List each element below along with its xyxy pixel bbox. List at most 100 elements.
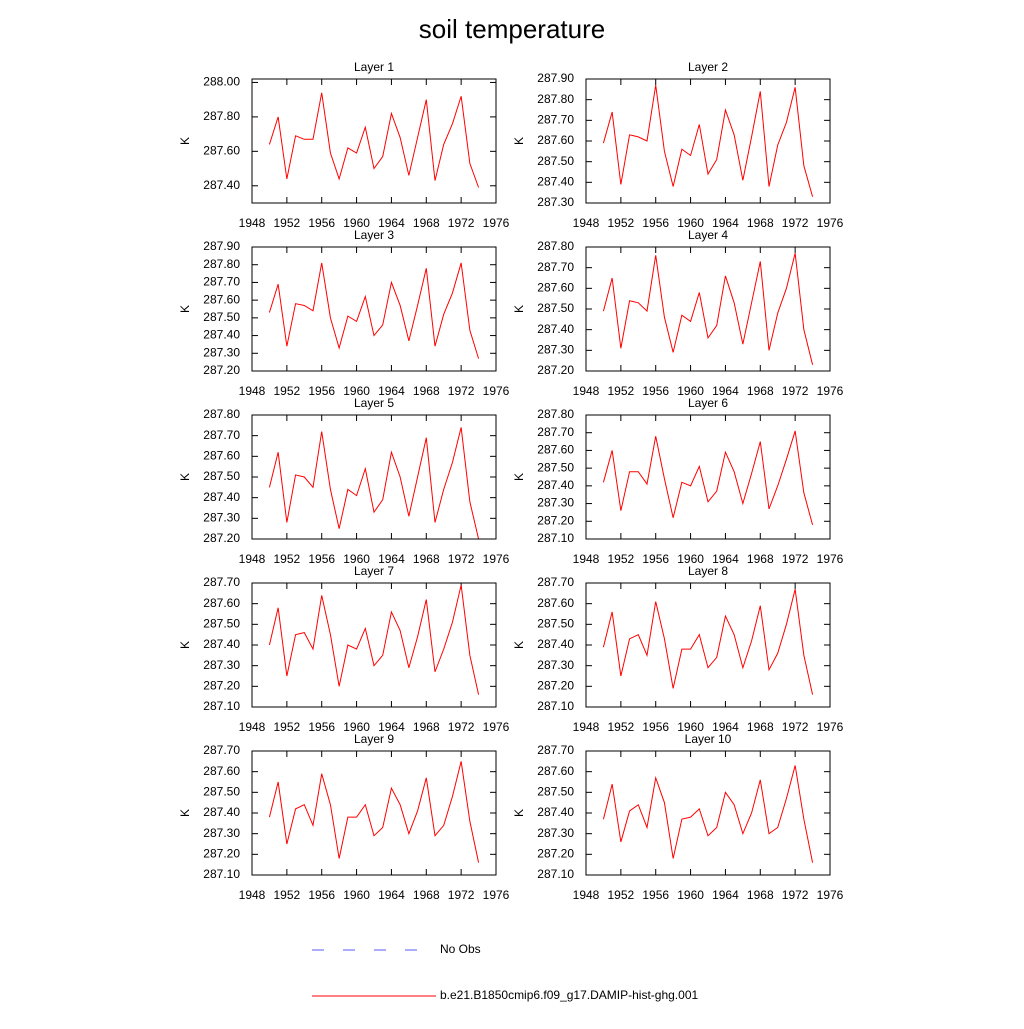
x-tick-label: 1948 (239, 384, 266, 398)
panel-title: Layer 3 (354, 228, 394, 242)
y-tick-label: 287.20 (203, 363, 240, 377)
data-line (268, 584, 480, 695)
y-tick-label: 287.30 (537, 496, 574, 510)
panel: Layer 9 K 287.10 287.20 287.30 287.40 287.50 28… (178, 732, 509, 902)
y-tick-label: 287.50 (537, 460, 574, 474)
y-tick-label: 287.60 (537, 133, 574, 147)
y-tick-label: 287.80 (537, 92, 574, 106)
plot-frame (251, 582, 497, 708)
y-tick-label: 287.60 (203, 596, 240, 610)
panel: Layer 7 K 287.10 287.20 287.30 287.40 287.50 28… (178, 564, 509, 734)
panel: Layer 5 K 287.20 287.30 287.40 287.50 287.60 28… (178, 396, 509, 566)
panel-title: Layer 6 (688, 396, 728, 410)
y-axis-label: K (512, 809, 526, 817)
x-tick-label: 1968 (747, 384, 774, 398)
x-tick-label: 1960 (343, 888, 370, 902)
data-line (268, 92, 480, 188)
x-tick-label: 1972 (782, 384, 809, 398)
y-tick-label: 287.10 (203, 867, 240, 881)
x-tick-label: 1960 (343, 720, 370, 734)
panel: Layer 1 K 287.40 287.60 287.80 288.00 1948 1952… (178, 60, 509, 230)
x-tick-label: 1960 (343, 384, 370, 398)
y-tick-label: 287.20 (537, 363, 574, 377)
x-tick-label: 1948 (239, 720, 266, 734)
x-tick-label: 1948 (573, 552, 600, 566)
y-tick-label: 287.20 (203, 847, 240, 861)
y-tick-label: 287.40 (537, 478, 574, 492)
y-tick-label: 287.70 (537, 425, 574, 439)
y-tick-label: 287.20 (537, 847, 574, 861)
x-tick-label: 1960 (343, 216, 370, 230)
x-tick-label: 1968 (413, 552, 440, 566)
y-axis-label: K (178, 473, 192, 481)
legend-label: b.e21.B1850cmip6.f09_g17.DAMIP-hist-ghg.… (440, 988, 698, 1002)
x-tick-label: 1952 (608, 888, 635, 902)
y-tick-label: 287.10 (537, 867, 574, 881)
x-tick-label: 1952 (608, 552, 635, 566)
x-tick-label: 1952 (608, 384, 635, 398)
y-axis-label: K (178, 809, 192, 817)
figure-title: soil temperature (419, 14, 605, 44)
y-tick-label: 287.50 (203, 617, 240, 631)
y-tick-label: 287.40 (203, 490, 240, 504)
x-tick-label: 1968 (413, 216, 440, 230)
y-tick-label: 287.70 (203, 575, 240, 589)
panel: Layer 2 K 287.30 287.40 287.50 287.60 287.70 28… (512, 60, 843, 230)
y-tick-label: 287.90 (537, 71, 574, 85)
plot-frame (251, 750, 497, 876)
x-tick-label: 1956 (642, 216, 669, 230)
plot-frame (585, 414, 831, 540)
x-tick-label: 1960 (677, 216, 704, 230)
data-line (268, 761, 480, 863)
y-tick-label: 287.70 (537, 113, 574, 127)
panel-title: Layer 7 (354, 564, 394, 578)
plot-frame (251, 246, 497, 372)
y-tick-label: 287.50 (203, 785, 240, 799)
x-tick-label: 1956 (308, 216, 335, 230)
x-tick-label: 1960 (677, 720, 704, 734)
x-tick-label: 1976 (817, 888, 844, 902)
x-tick-label: 1968 (747, 888, 774, 902)
data-line (268, 262, 480, 359)
y-tick-label: 287.90 (203, 239, 240, 253)
x-tick-label: 1964 (712, 216, 739, 230)
y-tick-label: 287.30 (203, 345, 240, 359)
x-tick-label: 1948 (573, 216, 600, 230)
panel: Layer 3 K 287.20 287.30 287.40 287.50 287.60 28… (178, 228, 509, 398)
x-tick-label: 1964 (712, 720, 739, 734)
x-tick-label: 1956 (642, 720, 669, 734)
x-tick-label: 1972 (448, 384, 475, 398)
y-tick-label: 287.80 (537, 239, 574, 253)
legend-label: No Obs (440, 942, 481, 956)
x-tick-label: 1948 (239, 552, 266, 566)
panel: Layer 6 K 287.10 287.20 287.30 287.40 287.50 28… (512, 396, 843, 566)
y-axis-label: K (512, 305, 526, 313)
x-tick-label: 1976 (817, 552, 844, 566)
y-tick-label: 287.70 (537, 260, 574, 274)
y-tick-label: 287.40 (203, 178, 240, 192)
y-tick-label: 287.40 (203, 328, 240, 342)
panel-title: Layer 8 (688, 564, 728, 578)
x-tick-label: 1948 (573, 384, 600, 398)
y-tick-label: 287.80 (203, 109, 240, 123)
x-tick-label: 1952 (274, 384, 301, 398)
x-tick-label: 1972 (448, 216, 475, 230)
panel-title: Layer 4 (688, 228, 728, 242)
y-tick-label: 287.20 (537, 513, 574, 527)
y-tick-label: 287.60 (203, 144, 240, 158)
x-tick-label: 1960 (677, 888, 704, 902)
plot-frame (585, 78, 831, 204)
y-tick-label: 287.60 (203, 292, 240, 306)
panel: Layer 10 K 287.10 287.20 287.30 287.40 287.50 2… (512, 732, 843, 902)
x-tick-label: 1976 (817, 216, 844, 230)
panel-title: Layer 2 (688, 60, 728, 74)
x-tick-label: 1976 (483, 888, 510, 902)
y-tick-label: 287.70 (203, 275, 240, 289)
y-tick-label: 287.40 (203, 805, 240, 819)
y-tick-label: 287.80 (203, 407, 240, 421)
y-tick-label: 287.30 (537, 658, 574, 672)
data-line (268, 427, 480, 540)
x-tick-label: 1952 (608, 720, 635, 734)
y-axis-label: K (512, 641, 526, 649)
x-tick-label: 1948 (573, 888, 600, 902)
